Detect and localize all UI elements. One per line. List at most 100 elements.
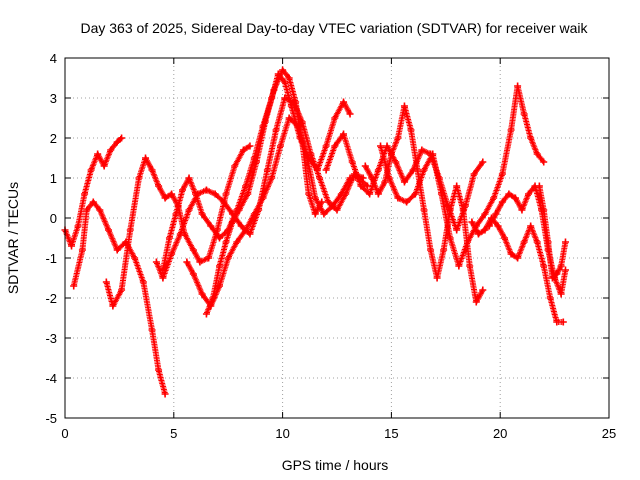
y-tick-label: 0 bbox=[50, 211, 57, 226]
series-track-13 bbox=[535, 182, 569, 282]
data-point bbox=[492, 210, 500, 218]
data-point bbox=[224, 254, 232, 262]
data-point bbox=[185, 174, 193, 182]
data-point bbox=[348, 158, 356, 166]
data-point bbox=[202, 186, 210, 194]
data-point bbox=[279, 66, 287, 74]
data-point bbox=[113, 246, 121, 254]
data-point bbox=[89, 198, 97, 206]
data-point bbox=[464, 238, 472, 246]
data-point bbox=[261, 118, 269, 126]
data-point bbox=[357, 182, 365, 190]
series-track-12 bbox=[468, 214, 567, 326]
series-trail bbox=[183, 115, 370, 309]
data-point bbox=[263, 166, 271, 174]
data-point bbox=[546, 294, 554, 302]
data-point bbox=[102, 278, 110, 286]
data-point bbox=[168, 190, 176, 198]
data-point bbox=[540, 262, 548, 270]
data-point bbox=[418, 146, 426, 154]
data-point bbox=[305, 190, 313, 198]
data-point bbox=[139, 278, 147, 286]
data-point bbox=[324, 198, 332, 206]
data-point bbox=[466, 262, 474, 270]
data-point bbox=[270, 86, 278, 94]
data-point bbox=[392, 158, 400, 166]
data-point bbox=[268, 174, 276, 182]
data-point bbox=[514, 82, 522, 90]
data-point bbox=[318, 198, 326, 206]
data-point bbox=[340, 98, 348, 106]
data-point bbox=[440, 246, 448, 254]
data-point bbox=[237, 222, 245, 230]
data-point bbox=[155, 366, 163, 374]
data-point bbox=[311, 194, 319, 202]
data-point bbox=[557, 262, 565, 270]
data-point bbox=[198, 210, 206, 218]
data-point bbox=[131, 254, 139, 262]
data-point bbox=[527, 222, 535, 230]
data-point bbox=[533, 150, 541, 158]
data-point bbox=[281, 94, 289, 102]
data-point bbox=[474, 230, 482, 238]
data-point bbox=[340, 130, 348, 138]
data-point bbox=[520, 238, 528, 246]
data-point bbox=[337, 190, 345, 198]
data-point bbox=[374, 190, 382, 198]
data-point bbox=[100, 162, 108, 170]
data-point bbox=[215, 282, 223, 290]
data-point bbox=[250, 210, 258, 218]
data-point bbox=[507, 126, 515, 134]
data-point bbox=[411, 190, 419, 198]
data-point bbox=[514, 254, 522, 262]
data-point bbox=[215, 262, 223, 270]
data-point bbox=[209, 294, 217, 302]
data-point bbox=[533, 238, 541, 246]
data-point bbox=[161, 194, 169, 202]
data-point bbox=[548, 274, 556, 282]
data-point bbox=[490, 194, 498, 202]
data-point bbox=[400, 178, 408, 186]
data-point bbox=[329, 202, 337, 210]
data-point bbox=[246, 230, 254, 238]
data-point bbox=[276, 142, 284, 150]
data-point bbox=[544, 238, 552, 246]
data-point bbox=[285, 74, 293, 82]
data-point bbox=[148, 166, 156, 174]
x-tick-label: 0 bbox=[61, 426, 68, 441]
data-point bbox=[176, 230, 184, 238]
data-point bbox=[518, 206, 526, 214]
y-tick-label: -4 bbox=[45, 371, 57, 386]
x-tick-label: 20 bbox=[493, 426, 507, 441]
data-point bbox=[165, 234, 173, 242]
data-point bbox=[142, 154, 150, 162]
data-point bbox=[155, 182, 163, 190]
data-point bbox=[468, 218, 476, 226]
data-point bbox=[557, 290, 565, 298]
data-point bbox=[107, 146, 115, 154]
data-point bbox=[387, 150, 395, 158]
data-point bbox=[135, 174, 143, 182]
data-point bbox=[298, 138, 306, 146]
data-point bbox=[229, 218, 237, 226]
data-point bbox=[453, 182, 461, 190]
data-point bbox=[374, 166, 382, 174]
data-point bbox=[346, 110, 354, 118]
data-point bbox=[366, 190, 374, 198]
data-point bbox=[414, 166, 422, 174]
data-point bbox=[403, 198, 411, 206]
data-point bbox=[333, 206, 341, 214]
series-track-6 bbox=[183, 114, 371, 310]
data-point bbox=[501, 234, 509, 242]
data-point bbox=[553, 270, 561, 278]
data-point bbox=[231, 162, 239, 170]
data-point bbox=[479, 158, 487, 166]
data-point bbox=[453, 226, 461, 234]
data-point bbox=[331, 114, 339, 122]
data-point bbox=[377, 142, 385, 150]
series-track-1 bbox=[61, 134, 126, 250]
data-point bbox=[211, 190, 219, 198]
data-point bbox=[394, 194, 402, 202]
data-point bbox=[481, 226, 489, 234]
data-point bbox=[96, 206, 104, 214]
